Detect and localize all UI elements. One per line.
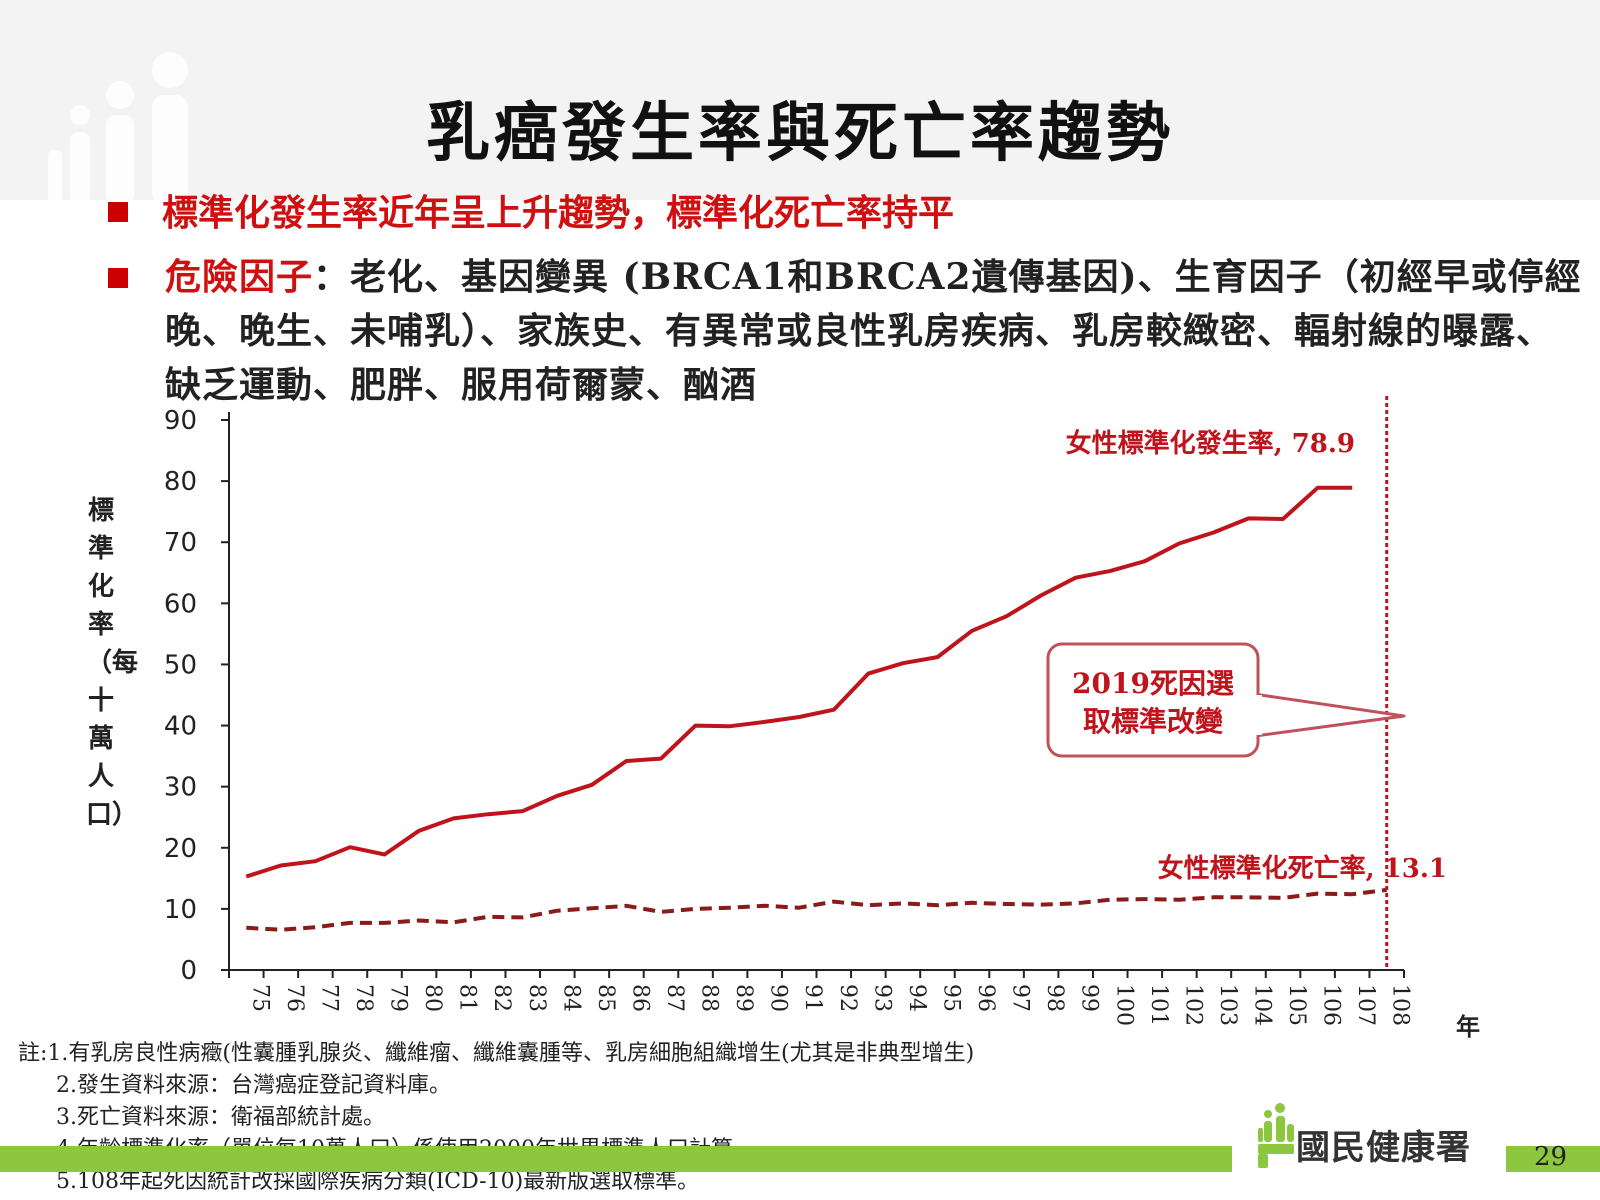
y-tick-label: 90 [164,406,197,436]
y-tick-label: 60 [164,589,197,619]
footnote-3: 3.死亡資料來源：衛福部統計處。 [56,1105,385,1130]
chart-axes: 0 10 20 30 40 50 60 70 80 90 75 76 77 78 79 80 81 82 83 84 8… [164,406,1480,1040]
x-tick-label: 80 [420,984,445,1012]
x-tick-label: 91 [800,984,825,1012]
x-tick-label: 77 [316,984,341,1012]
y-tick-label: 50 [164,650,197,680]
incidence-rate-line [245,485,1353,879]
x-tick-label: 79 [386,984,411,1012]
bullet-marker [108,268,128,288]
x-tick-label: 98 [1042,984,1067,1012]
people-icon [48,52,188,205]
x-tick-label: 83 [524,984,549,1012]
callout-joint [1238,695,1262,735]
y-tick-label: 20 [164,834,197,864]
x-tick-label: 99 [1077,984,1102,1012]
bullet-marker [108,202,128,222]
x-tick-label: 87 [662,984,687,1012]
y-tick-label: 30 [164,773,197,803]
mortality-series-label: 女性標準化死亡率, 13.1 [1158,853,1447,884]
x-tick-label: 96 [973,984,998,1012]
mortality-rate-line [246,887,1387,932]
footnote-5: 5.108年起死因統計改採國際疾病分類(ICD-10)最新版選取標準。 [56,1169,700,1194]
x-tick-label: 90 [766,984,791,1012]
footnote-2: 2.發生資料來源：台灣癌症登記資料庫。 [56,1073,451,1098]
callout-box [1046,642,1260,758]
risk-factors-label: 危險因子 [165,256,314,298]
x-tick-label: 86 [627,984,652,1012]
y-tick-label: 0 [180,956,197,986]
x-tick-label: 95 [938,984,963,1012]
y-tick-label: 10 [164,895,197,925]
page-number: 29 [1534,1142,1568,1172]
x-tick-label: 75 [247,984,272,1012]
x-tick-label: 107 [1353,984,1378,1026]
logo-text: 國民健康署 [1296,1128,1471,1168]
callout-text-line: 取標準改變 [1083,705,1224,738]
incidence-series-label: 女性標準化發生率, 78.9 [1066,428,1355,459]
footnotes: 註:1.有乳房良性病癥(性囊腫乳腺炎、纖維瘤、纖維囊腫等、乳房細胞組織增生(尤其… [18,1038,974,1198]
x-tick-label: 81 [455,984,480,1012]
x-tick-label: 93 [869,984,894,1012]
x-tick-label: 88 [697,984,722,1012]
x-tick-label: 105 [1284,984,1309,1026]
x-axis-label: 年 [1456,1012,1480,1040]
x-tick-label: 94 [904,984,929,1012]
x-tick-label: 82 [489,984,514,1012]
risk-factors-text: ：老化、基因變異 (BRCA1和BRCA2遺傳基因)、生育因子（初經早或停經晚、… [165,256,1582,406]
x-tick-label: 103 [1215,984,1240,1026]
x-tick-label: 97 [1008,984,1033,1012]
slide-title: 乳癌發生率與死亡率趨勢 [426,96,1174,171]
bullet-risk-factors: 危險因子：老化、基因變異 (BRCA1和BRCA2遺傳基因)、生育因子（初經早或… [165,250,1585,412]
x-tick-label: 108 [1388,984,1413,1026]
footnote-1: 註:1.有乳房良性病癥(性囊腫乳腺炎、纖維瘤、纖維囊腫等、乳房細胞組織增生(尤其… [18,1041,975,1066]
x-tick-label: 85 [593,984,618,1012]
trend-chart: 0 10 20 30 40 50 60 70 80 90 75 76 77 78 79 80 81 82 83 84 8… [164,396,1480,1040]
x-tick-label: 76 [282,984,307,1012]
x-tick-label: 106 [1319,984,1344,1026]
header-band [0,0,1600,205]
bullet-trend-text: 標準化發生率近年呈上升趨勢，標準化死亡率持平 [162,192,955,234]
y-tick-label: 80 [164,467,197,497]
x-tick-label: 89 [731,984,756,1012]
x-tick-label: 92 [835,984,860,1012]
x-tick-label: 104 [1249,984,1274,1026]
x-tick-label: 100 [1111,984,1136,1026]
callout-pointer [1239,690,1406,740]
x-tick-label: 102 [1180,984,1205,1026]
bullet-trend: 標準化發生率近年呈上升趨勢，標準化死亡率持平 [108,186,954,240]
y-tick-label: 70 [164,528,197,558]
y-tick-label: 40 [164,712,197,742]
x-tick-label: 78 [351,984,376,1012]
chart-series [245,485,1387,932]
x-tick-label: 84 [558,984,583,1012]
logo-mark-icon [1258,1103,1294,1168]
footer-bar-right [1506,1146,1600,1172]
hpa-logo: 國民健康署 [1256,1100,1506,1180]
footer-bar-left [0,1146,1232,1172]
callout-text-line: 2019死因選 [1072,667,1234,700]
x-tick-label: 101 [1146,984,1171,1026]
